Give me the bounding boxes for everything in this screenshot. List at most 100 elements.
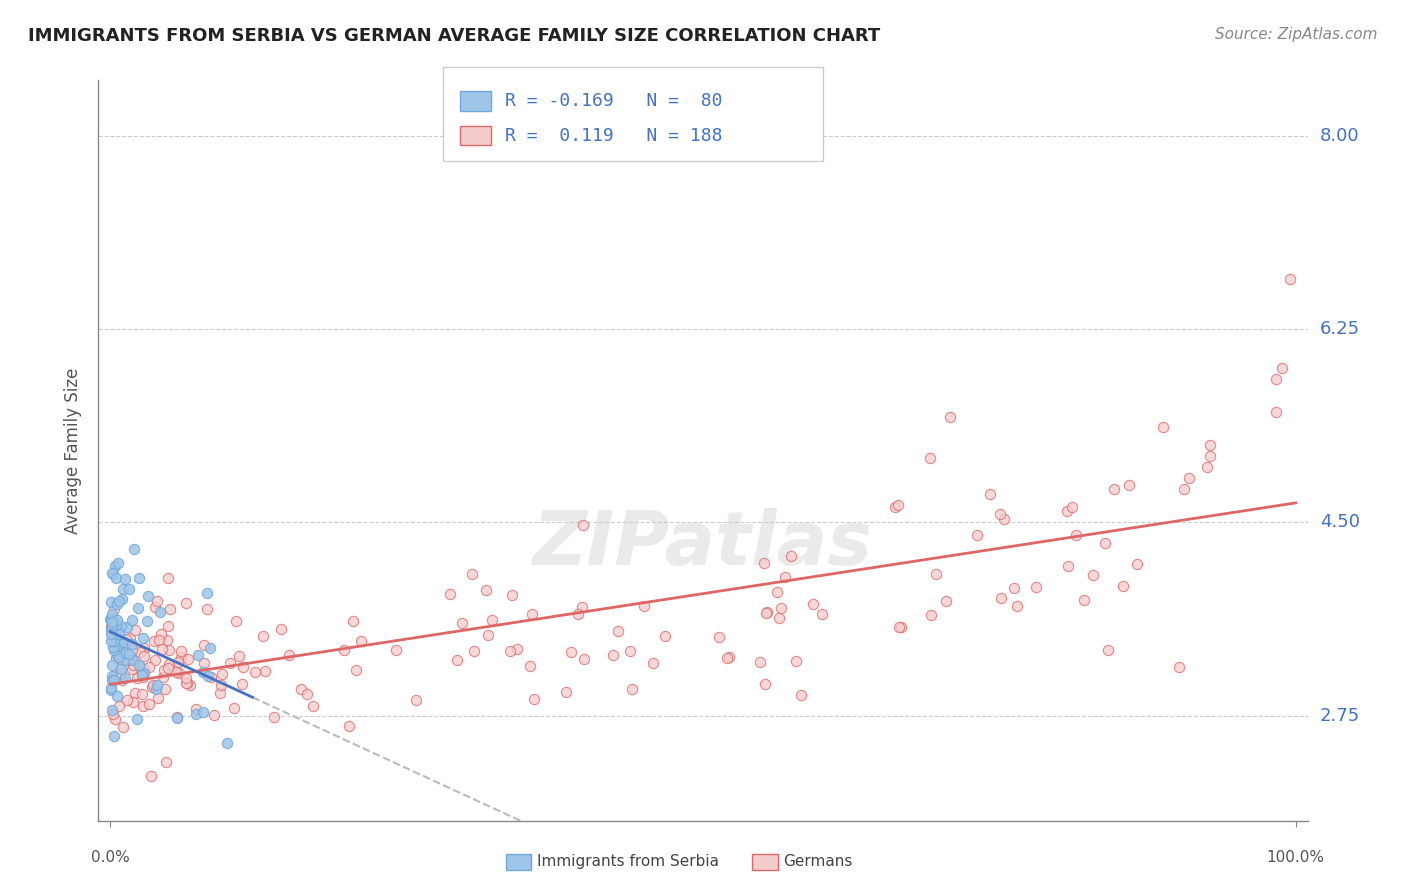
Point <box>475 583 498 598</box>
Point <box>107 557 129 571</box>
Point <box>112 635 135 649</box>
Point <box>134 641 156 656</box>
Point <box>115 646 138 660</box>
Text: 100.0%: 100.0% <box>1267 850 1324 865</box>
Point <box>446 653 468 667</box>
Point <box>150 642 173 657</box>
Point <box>125 671 148 685</box>
Point <box>125 712 148 726</box>
Point <box>104 614 127 628</box>
Point <box>103 639 125 653</box>
Point <box>100 703 122 717</box>
Point <box>135 614 157 628</box>
Point <box>993 512 1015 526</box>
Point <box>165 665 187 679</box>
Point <box>105 648 128 663</box>
Point <box>1279 272 1302 286</box>
Point <box>342 614 364 628</box>
Point <box>100 626 122 640</box>
Point <box>101 669 124 683</box>
Point <box>333 642 356 657</box>
Point <box>131 687 153 701</box>
Point <box>785 654 807 668</box>
Point <box>202 707 225 722</box>
Point <box>184 702 207 716</box>
Point <box>118 647 141 661</box>
Point <box>100 633 122 648</box>
Point <box>935 593 957 607</box>
Point <box>174 676 197 690</box>
Point <box>155 755 177 769</box>
Point <box>124 686 146 700</box>
Point <box>103 602 125 616</box>
Point <box>988 507 1011 521</box>
Point <box>344 663 367 677</box>
Point <box>136 589 159 603</box>
Text: 8.00: 8.00 <box>1320 127 1360 145</box>
Point <box>146 691 169 706</box>
Point <box>290 682 312 697</box>
Point <box>114 632 136 647</box>
Text: R = -0.169   N =  80: R = -0.169 N = 80 <box>505 92 723 110</box>
Point <box>121 662 143 676</box>
Point <box>157 657 180 671</box>
Point <box>572 652 595 666</box>
Point <box>128 570 150 584</box>
Point <box>121 637 143 651</box>
Point <box>100 619 122 633</box>
Point <box>768 611 790 625</box>
Point <box>108 637 131 651</box>
Point <box>111 653 134 667</box>
Point <box>1178 471 1201 485</box>
Point <box>765 585 787 599</box>
Point <box>572 518 595 533</box>
Point <box>195 601 218 615</box>
Point <box>939 410 962 425</box>
Point <box>519 659 541 673</box>
Point <box>176 676 198 690</box>
Point <box>1102 483 1125 497</box>
Point <box>100 623 122 637</box>
Point <box>1168 659 1191 673</box>
Point <box>451 615 474 630</box>
Point <box>887 620 910 634</box>
Point <box>555 684 578 698</box>
Point <box>184 706 207 721</box>
Point <box>157 571 180 585</box>
Point <box>132 662 155 676</box>
Point <box>105 614 128 628</box>
Point <box>633 599 655 614</box>
Point <box>143 653 166 667</box>
Point <box>208 686 231 700</box>
Point <box>141 680 163 694</box>
Point <box>654 629 676 643</box>
Point <box>1057 558 1080 573</box>
Point <box>132 632 155 646</box>
Text: 6.25: 6.25 <box>1320 320 1360 338</box>
Point <box>101 566 124 581</box>
Point <box>103 729 125 743</box>
Point <box>107 594 129 608</box>
Point <box>560 645 582 659</box>
Point <box>1173 482 1195 496</box>
Point <box>1007 599 1029 614</box>
Point <box>101 615 124 629</box>
Point <box>149 605 172 619</box>
Point <box>1199 449 1222 463</box>
Point <box>887 498 910 512</box>
Point <box>754 677 776 691</box>
Text: Immigrants from Serbia: Immigrants from Serbia <box>537 855 718 869</box>
Point <box>159 601 181 615</box>
Point <box>152 670 174 684</box>
Point <box>108 698 131 713</box>
Point <box>105 689 128 703</box>
Point <box>567 607 589 621</box>
Point <box>105 668 128 682</box>
Point <box>111 673 134 688</box>
Point <box>200 670 222 684</box>
Point <box>263 710 285 724</box>
Point <box>811 607 834 621</box>
Point <box>101 628 124 642</box>
Point <box>167 665 190 680</box>
Point <box>1097 642 1119 657</box>
